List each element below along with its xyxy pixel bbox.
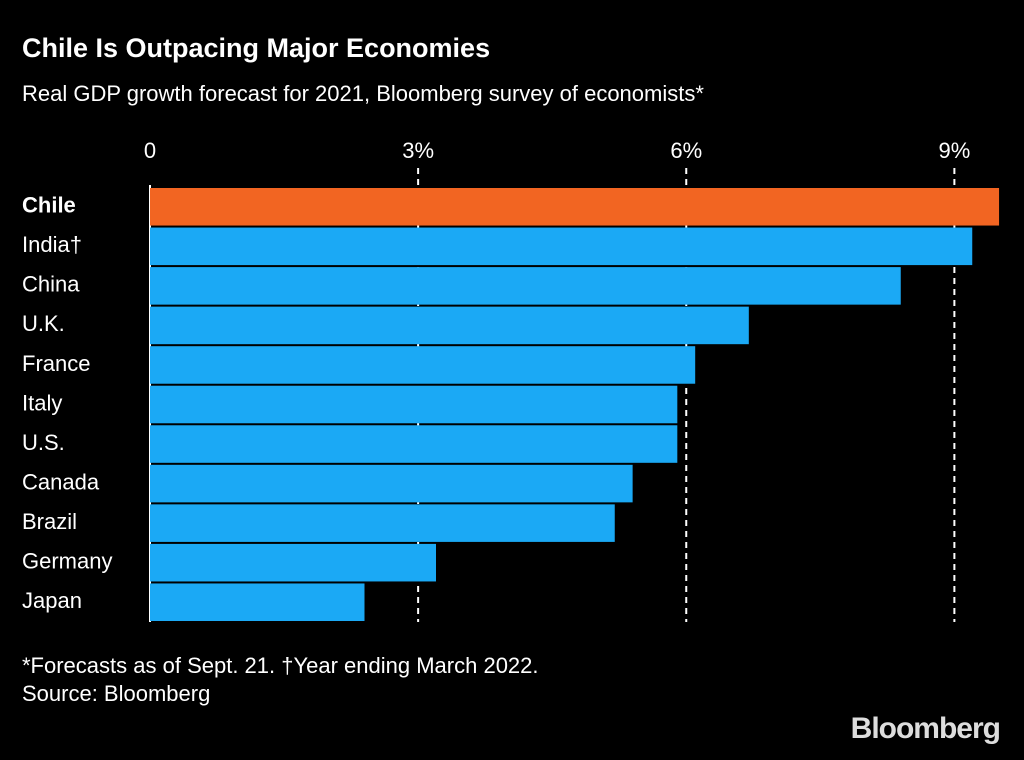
logo: Bloomberg xyxy=(851,712,1000,745)
y-tick-label: U.K. xyxy=(22,311,65,336)
chart-title: Chile Is Outpacing Major Economies xyxy=(22,33,490,63)
y-tick-label: Chile xyxy=(22,193,76,218)
y-tick-label: France xyxy=(22,351,90,376)
footnote: *Forecasts as of Sept. 21. †Year ending … xyxy=(22,653,539,678)
x-tick-label: 6% xyxy=(670,138,702,163)
bar xyxy=(150,504,615,542)
x-tick-label: 3% xyxy=(402,138,434,163)
bar xyxy=(150,227,973,266)
x-tick-label: 9% xyxy=(938,138,970,163)
bar xyxy=(150,464,633,503)
bar xyxy=(150,267,901,305)
y-tick-label: Canada xyxy=(22,469,100,494)
y-tick-label: Brazil xyxy=(22,509,77,534)
y-tick-label: China xyxy=(22,272,80,297)
chart-subtitle: Real GDP growth forecast for 2021, Bloom… xyxy=(22,81,704,106)
bar xyxy=(150,306,749,345)
y-tick-label: U.S. xyxy=(22,430,65,455)
source: Source: Bloomberg xyxy=(22,681,210,706)
bar xyxy=(150,346,696,384)
y-tick-label: Germany xyxy=(22,548,112,573)
y-tick-label: India† xyxy=(22,232,82,257)
y-tick-label: Japan xyxy=(22,588,82,613)
bar xyxy=(150,385,678,424)
x-tick-label: 0 xyxy=(144,138,156,163)
bar xyxy=(150,188,1000,226)
bar xyxy=(150,543,436,582)
bar xyxy=(150,583,365,621)
bar xyxy=(150,425,678,463)
y-tick-label: Italy xyxy=(22,390,62,415)
